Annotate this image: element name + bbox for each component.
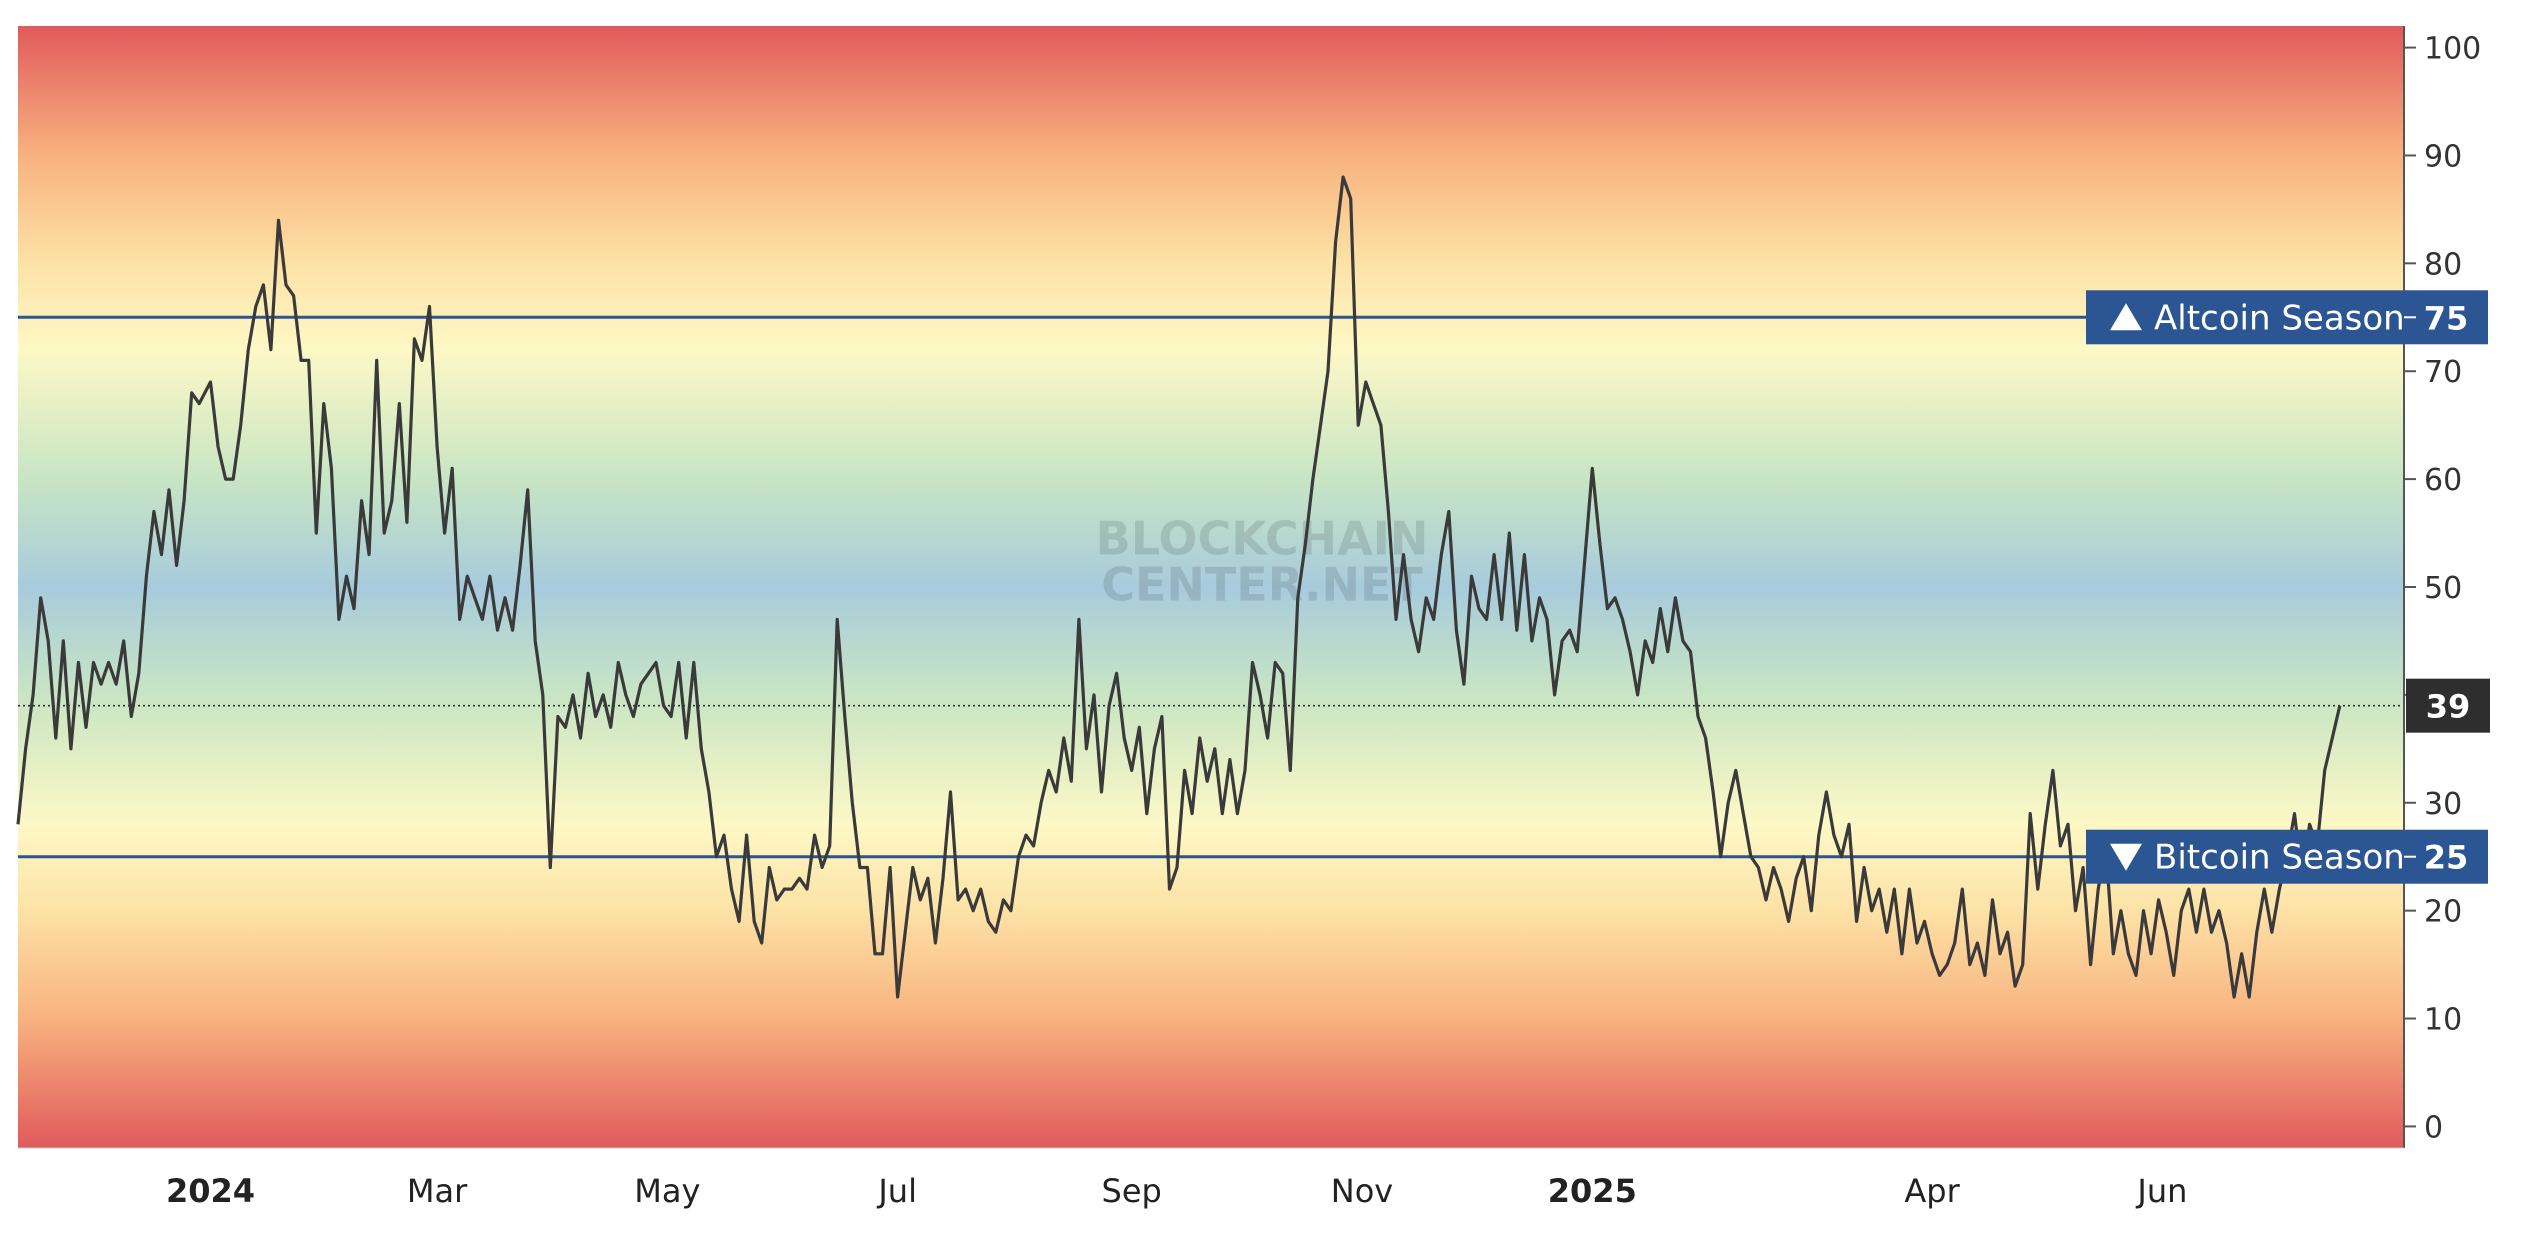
x-tick-label: Jun xyxy=(2135,1172,2187,1210)
plot-background xyxy=(18,26,2404,1148)
y-axis: 0 10 20 30 50 60 70 80 90 100 xyxy=(2404,32,2481,1145)
y-tick-label: 50 xyxy=(2424,571,2462,606)
threshold-label-text-1: Bitcoin Season xyxy=(2154,838,2405,878)
y-tick-label: 80 xyxy=(2424,247,2462,282)
threshold-label-bg-0 xyxy=(2086,290,2488,345)
y-tick-label: 10 xyxy=(2424,1003,2462,1038)
y-tick-label: 30 xyxy=(2424,787,2462,822)
current-value-text: 39 xyxy=(2426,688,2471,726)
y-tick-label: 100 xyxy=(2424,32,2481,67)
threshold-labels: Altcoin Season 75 Bitcoin Season 25 xyxy=(2086,290,2488,884)
series-line xyxy=(16,175,2342,999)
watermark-line-1: BLOCKCHAIN xyxy=(1096,512,1429,566)
x-tick-label: 2024 xyxy=(166,1172,255,1210)
watermark: BLOCKCHAIN CENTER.NET xyxy=(1096,512,1429,612)
x-tick-label: May xyxy=(634,1172,700,1210)
x-tick-label: Nov xyxy=(1331,1172,1393,1210)
y-tick-label: 60 xyxy=(2424,463,2462,498)
threshold-label-text-0: Altcoin Season xyxy=(2154,298,2405,338)
y-tick-label: 90 xyxy=(2424,139,2462,174)
x-tick-label: Apr xyxy=(1904,1172,1960,1210)
triangle-down-icon xyxy=(2110,843,2142,871)
threshold-lines xyxy=(18,315,2404,859)
x-tick-label: Sep xyxy=(1102,1172,1162,1210)
x-tick-label: Jul xyxy=(876,1172,917,1210)
threshold-label-bg-1 xyxy=(2086,829,2488,884)
threshold-value-0: 75 xyxy=(2424,299,2469,337)
threshold-value-1: 25 xyxy=(2424,839,2469,877)
triangle-up-icon xyxy=(2110,303,2142,331)
y-tick-label: 20 xyxy=(2424,895,2462,930)
watermark-line-2: CENTER.NET xyxy=(1101,558,1423,612)
current-value-label-bg xyxy=(2406,678,2490,733)
y-tick-label: 70 xyxy=(2424,355,2462,390)
current-value-label: 39 xyxy=(2406,678,2490,733)
x-axis: 2024 Mar May Jul Sep Nov 2025 Apr Jun xyxy=(18,1147,2404,1210)
x-tick-label: Mar xyxy=(407,1172,468,1210)
y-tick-label: 0 xyxy=(2424,1110,2443,1145)
x-tick-label: 2025 xyxy=(1548,1172,1637,1210)
